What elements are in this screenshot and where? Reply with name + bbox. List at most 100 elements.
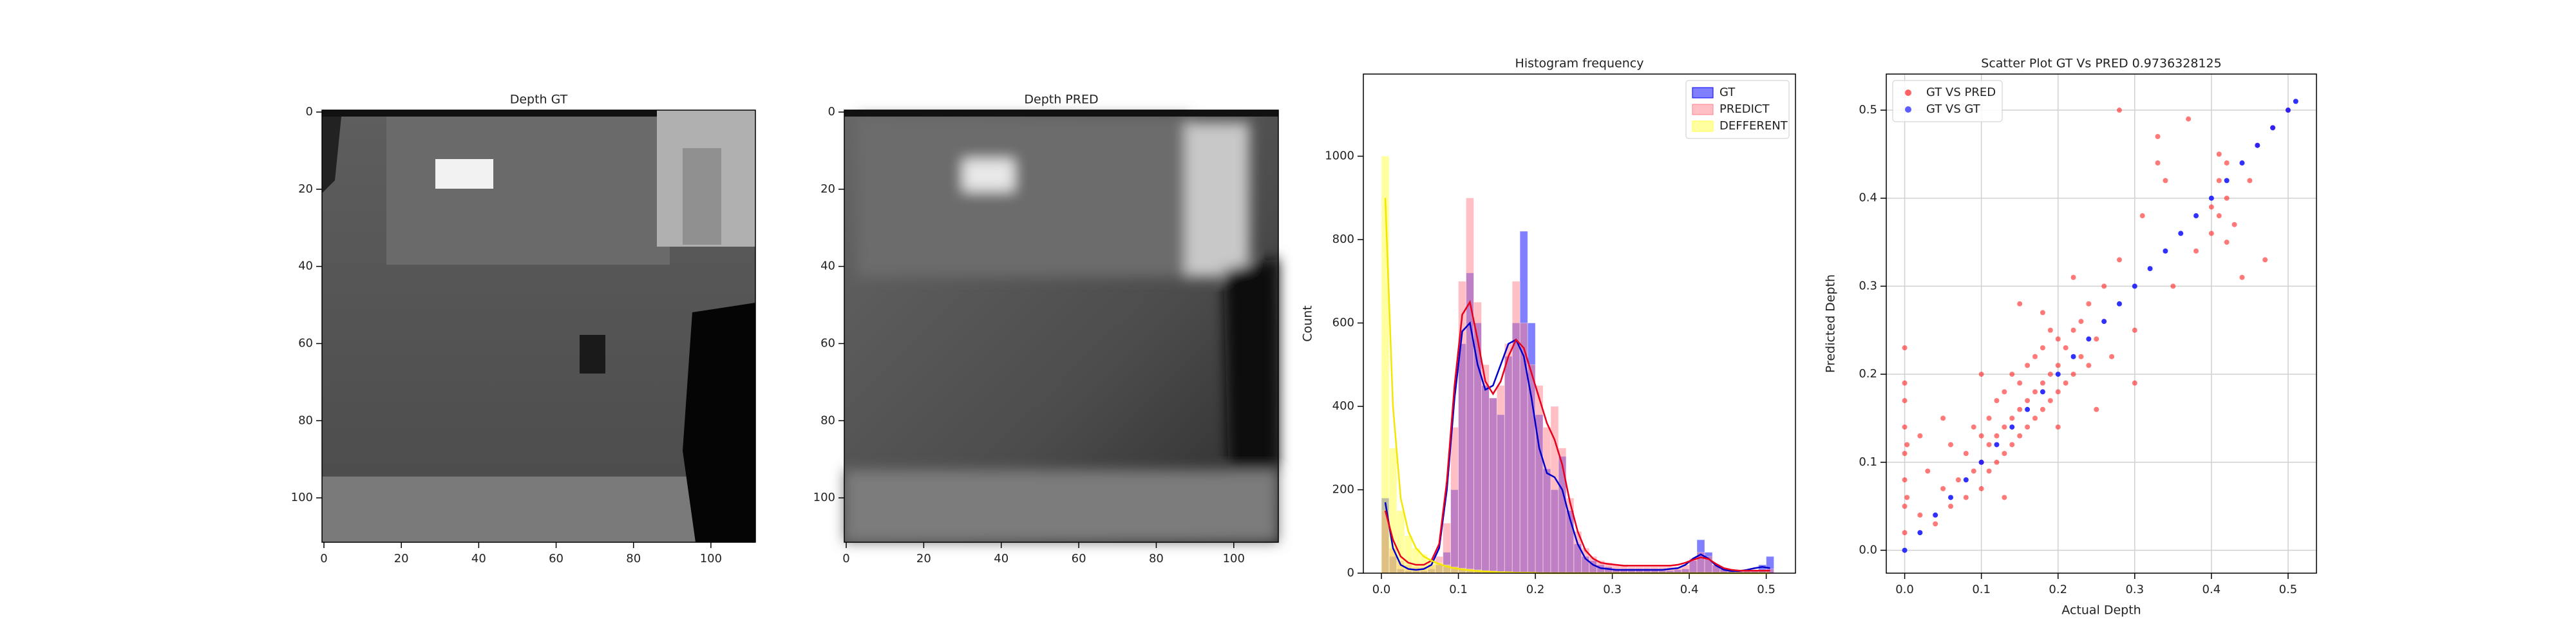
x-tick-label: 0.0 bbox=[1372, 583, 1391, 596]
axes-frame bbox=[1886, 73, 2317, 574]
scatter-point bbox=[2002, 424, 2007, 430]
scatter-point bbox=[2163, 248, 2168, 254]
scatter-point bbox=[2025, 406, 2031, 412]
y-tick-label: 0 bbox=[1347, 566, 1354, 580]
histogram-bar bbox=[1450, 426, 1459, 574]
scatter-point bbox=[2293, 99, 2298, 104]
scatter-point bbox=[2239, 274, 2245, 280]
scatter-point bbox=[2109, 354, 2115, 359]
x-tick-label: 0.1 bbox=[1972, 583, 1991, 596]
scatter-point bbox=[2032, 389, 2038, 395]
scatter-point bbox=[1971, 468, 1976, 474]
x-tick-label: 0.5 bbox=[2279, 583, 2298, 596]
scatter-point bbox=[2025, 398, 2031, 404]
depth-pred-image bbox=[844, 110, 1278, 542]
scatter-point bbox=[1978, 486, 1984, 491]
histogram-bar bbox=[1504, 343, 1513, 574]
legend: GT VS PRED GT VS GT bbox=[1892, 80, 2003, 122]
scatter-point bbox=[1940, 415, 1946, 421]
subplot: 0.0 0.1 0.2 0.3 0.4 0.5 0 200 400 600 800 1000 Histo… bbox=[1301, 57, 1796, 596]
scatter-point bbox=[1986, 442, 1992, 448]
histogram-bar bbox=[1466, 197, 1474, 574]
scatter-point bbox=[2094, 336, 2099, 342]
x-tick-label: 0.3 bbox=[1603, 583, 1622, 596]
scatter-point bbox=[2070, 354, 2076, 359]
scatter-point bbox=[2231, 222, 2237, 227]
scatter-point bbox=[2155, 134, 2161, 140]
scatter-point bbox=[2078, 319, 2084, 325]
scatter-point bbox=[1986, 415, 1992, 421]
scatter-point bbox=[1963, 477, 1969, 483]
scatter-point bbox=[2040, 310, 2045, 316]
y-tick-label: 0.0 bbox=[1859, 543, 1877, 556]
axes-frame bbox=[1363, 73, 1796, 574]
scatter-point bbox=[1902, 477, 1908, 483]
scatter-point bbox=[2055, 389, 2061, 395]
scatter-point bbox=[2047, 372, 2053, 377]
scatter-point bbox=[1994, 459, 2000, 465]
legend-label: GT VS PRED bbox=[1926, 86, 1996, 99]
scatter-point bbox=[2132, 380, 2137, 386]
legend-label: GT VS GT bbox=[1926, 102, 1981, 116]
scatter-point bbox=[2063, 380, 2069, 386]
y-tick-label: 80 bbox=[820, 413, 835, 427]
scatter-point bbox=[1955, 477, 1961, 483]
scatter-point bbox=[1963, 495, 1969, 500]
histogram-bar bbox=[1535, 385, 1544, 574]
scatter-point bbox=[2002, 389, 2007, 395]
y-tick-label: 80 bbox=[298, 413, 313, 427]
scatter-point bbox=[1933, 512, 1938, 518]
scatter-point bbox=[2270, 125, 2276, 131]
y-tick-label: 40 bbox=[820, 260, 835, 273]
scatter-point bbox=[2139, 213, 2145, 219]
x-tick-label: 20 bbox=[916, 552, 931, 565]
scatter-point bbox=[2208, 195, 2214, 201]
histogram-bar bbox=[1511, 281, 1520, 574]
scatter-point bbox=[1971, 424, 1976, 430]
scatter-point bbox=[2047, 327, 2053, 333]
scatter-point bbox=[2193, 248, 2199, 254]
histogram-bar bbox=[1542, 426, 1551, 574]
y-tick-label: 40 bbox=[298, 260, 313, 273]
scatter-point bbox=[1902, 530, 1908, 536]
scatter-point bbox=[2239, 160, 2245, 166]
scatter-point bbox=[2009, 372, 2015, 377]
scatter-point bbox=[2009, 415, 2015, 421]
scatter-point bbox=[1902, 547, 1908, 553]
y-tick-label: 1000 bbox=[1325, 149, 1354, 163]
y-tick-label: 20 bbox=[820, 182, 835, 196]
x-tick-label: 0 bbox=[320, 552, 327, 565]
scatter-point bbox=[1963, 451, 1969, 457]
scatter-point bbox=[2063, 345, 2069, 351]
y-tick-label: 0.2 bbox=[1859, 367, 1877, 381]
x-tick-label: 60 bbox=[1072, 552, 1086, 565]
legend-label: GT bbox=[1719, 86, 1736, 99]
scatter-point bbox=[1978, 459, 1984, 465]
scatter-point bbox=[2216, 151, 2222, 157]
scatter-point bbox=[1948, 442, 1954, 448]
scatter-point bbox=[1917, 433, 1923, 439]
x-tick-label: 80 bbox=[1149, 552, 1164, 565]
y-tick-label: 400 bbox=[1332, 399, 1354, 413]
scatter-point bbox=[1902, 398, 1908, 404]
chart-title: Depth GT bbox=[510, 93, 568, 107]
chart-title: Depth PRED bbox=[1024, 93, 1098, 107]
axes-frame bbox=[321, 109, 756, 543]
x-tick-label: 0.2 bbox=[2049, 583, 2067, 596]
scatter-point bbox=[2208, 204, 2214, 210]
legend-label: DEFFERENT bbox=[1719, 119, 1788, 133]
histogram-bar bbox=[1550, 406, 1559, 574]
scatter-point bbox=[2017, 433, 2023, 439]
scatter-point bbox=[1948, 495, 1954, 500]
scatter-point bbox=[2070, 327, 2076, 333]
scatter-point bbox=[2017, 380, 2023, 386]
scatter-point bbox=[2116, 108, 2122, 113]
x-tick-label: 0.2 bbox=[1526, 583, 1545, 596]
scatter-point bbox=[2070, 274, 2076, 280]
y-axis-label: Predicted Depth bbox=[1824, 274, 1838, 373]
scatter-point bbox=[1925, 468, 1931, 474]
x-tick-label: 0.1 bbox=[1449, 583, 1468, 596]
scatter-point bbox=[2132, 283, 2137, 289]
subplot: 0.0 0.1 0.2 0.3 0.4 0.5 0.0 0.1 0.2 0.3 0.4 0.5 Scat… bbox=[1824, 57, 2317, 618]
histogram-bar bbox=[1481, 364, 1490, 574]
